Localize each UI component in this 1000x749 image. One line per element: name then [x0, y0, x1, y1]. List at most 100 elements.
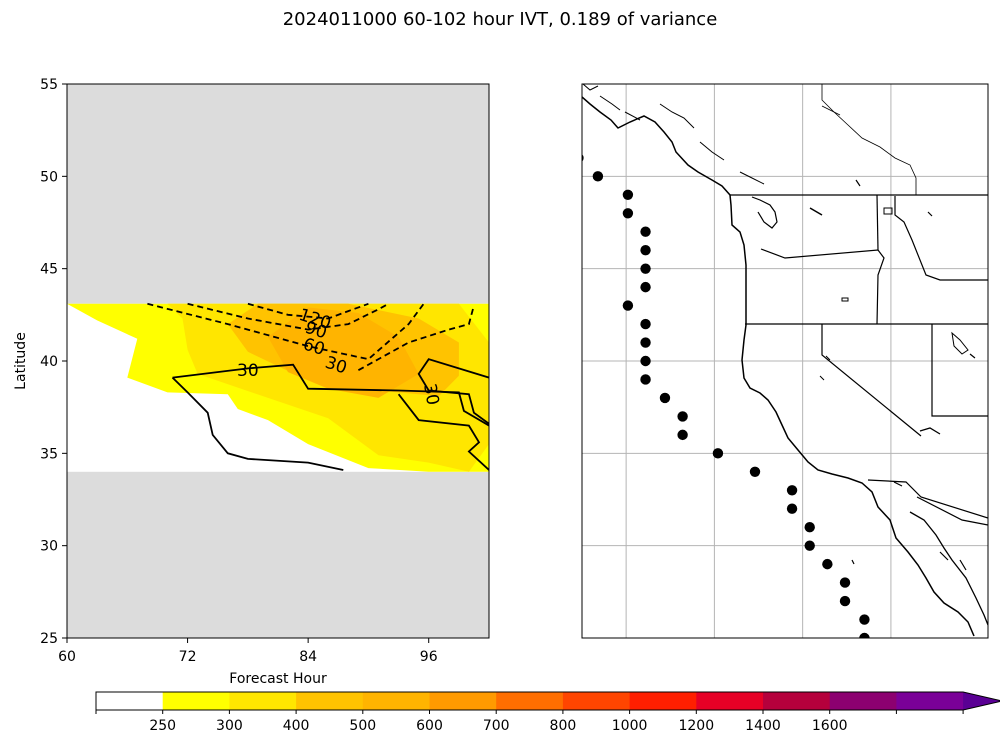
colorbar-segment — [429, 692, 497, 710]
bc-alberta-border — [821, 84, 917, 195]
bc-inlets — [582, 84, 765, 185]
station-marker — [622, 300, 634, 311]
station-marker — [859, 632, 870, 638]
gulf-of-california-coast — [909, 511, 988, 626]
lake-mead — [919, 427, 941, 435]
colorbar-segment — [829, 692, 897, 710]
contour-line-120-0 — [247, 302, 369, 320]
station-marker — [592, 171, 604, 182]
y-tick-label: 50 — [40, 169, 58, 185]
x-axis-label: Forecast Hour — [229, 671, 327, 687]
inner-line — [821, 105, 841, 116]
colorbar-tick-label: 800 — [550, 718, 577, 734]
station-marker — [804, 522, 815, 533]
mask-south — [67, 471, 489, 638]
nv-az-border — [931, 324, 988, 417]
station-marker — [677, 429, 688, 441]
colorbar-tick-label: 600 — [416, 718, 443, 734]
wa-or-id-border — [760, 248, 885, 325]
station-marker — [640, 245, 651, 256]
colorbar-tick-label: 500 — [349, 718, 376, 734]
station-marker — [786, 503, 798, 514]
x-tick-label: 96 — [420, 649, 438, 665]
lakes-ne — [819, 355, 831, 381]
colorbar-segment — [896, 692, 964, 710]
puget-sound — [751, 196, 778, 229]
mexico-state-line — [916, 496, 988, 526]
station-marker — [839, 595, 851, 607]
us-mexico-border — [867, 479, 988, 519]
station-marker — [786, 485, 798, 496]
station-marker — [839, 577, 851, 588]
colorbar-tick-label: 1600 — [812, 718, 848, 734]
ca-nv-border — [821, 324, 922, 437]
colorbar-tick-label: 1400 — [745, 718, 781, 734]
colorbar-tick-label: 400 — [283, 718, 310, 734]
colorbar-tick-label: 700 — [483, 718, 510, 734]
station-marker — [538, 97, 548, 107]
y-tick-label: 30 — [40, 539, 58, 555]
contour-label: 30 — [419, 382, 442, 407]
station-marker — [822, 558, 833, 570]
station-marker — [640, 226, 651, 237]
contour-line-30-4 — [172, 363, 489, 427]
y-tick-label: 25 — [40, 631, 58, 647]
contour-line-unlabeled-7 — [397, 393, 489, 471]
colorbar-segment — [763, 692, 831, 710]
lake-3 — [841, 297, 849, 302]
x-axis-ticks: 60 72 84 96 — [58, 638, 438, 665]
station-marker — [622, 208, 634, 219]
station-marker — [640, 318, 651, 330]
colorbar-tick-label: 1200 — [678, 718, 714, 734]
station-marker — [561, 125, 571, 135]
y-axis-ticks: 25 30 35 40 45 50 55 — [40, 77, 67, 647]
wa-id-border — [876, 194, 879, 251]
mask-north — [67, 84, 489, 304]
x-tick-label: 60 — [58, 649, 76, 665]
contour-line-30-5 — [171, 376, 344, 471]
colorbar-segment — [296, 692, 364, 710]
y-tick-label: 35 — [40, 446, 58, 462]
map-frame — [581, 83, 989, 639]
station-map-panel — [538, 83, 989, 639]
station-marker — [640, 355, 651, 367]
colorbar-tick-label: 250 — [149, 718, 176, 734]
ivt-filled-contours — [67, 303, 489, 472]
political-borders — [730, 194, 988, 526]
colorbar-extend-arrow — [963, 692, 1000, 710]
colorbar-outline — [95, 691, 1000, 711]
y-tick-label: 55 — [40, 77, 58, 93]
station-marker — [659, 392, 671, 404]
station-marker — [640, 281, 651, 293]
lakes-misc — [855, 179, 976, 359]
station-marker — [640, 263, 651, 274]
contour-line-90-1 — [187, 302, 389, 331]
station-markers — [538, 97, 870, 638]
colorbar-segment — [562, 692, 631, 710]
colorbar-segment — [229, 692, 297, 710]
figure-title: 2024011000 60-102 hour IVT, 0.189 of var… — [282, 9, 718, 30]
station-marker — [804, 540, 815, 551]
station-marker — [859, 614, 870, 625]
colorbar-segment — [96, 692, 164, 710]
station-marker — [640, 337, 651, 348]
colorbar-tick-label: 1000 — [612, 718, 648, 734]
station-marker — [622, 189, 634, 200]
station-marker — [712, 448, 724, 459]
great-salt-lake — [951, 331, 969, 355]
contour-label: 30 — [237, 361, 259, 381]
colorbar-segment — [162, 692, 230, 710]
station-marker — [677, 411, 688, 422]
colorbar-segment — [696, 692, 764, 710]
colorbar-segment — [496, 692, 564, 710]
lake-1 — [809, 207, 823, 216]
minor-borders — [821, 84, 917, 195]
y-tick-label: 40 — [40, 354, 58, 370]
colorbar-segment — [362, 692, 430, 710]
contour-line-60-2 — [147, 302, 425, 361]
contour-line-unlabeled-6 — [417, 358, 489, 425]
y-axis-label: Latitude — [13, 332, 29, 390]
colorbar-tick-label: 300 — [216, 718, 243, 734]
